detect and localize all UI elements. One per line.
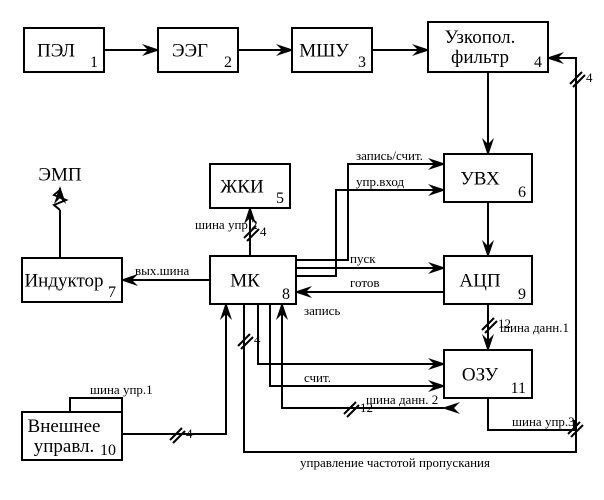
node-n8: МК 8 (210, 256, 296, 304)
edge-label: шина данн.1 (500, 320, 569, 335)
svg-text:4: 4 (586, 70, 593, 85)
node-label: управл. (34, 436, 95, 457)
node-number: 4 (534, 54, 542, 71)
node-n7: Индуктор 7 (22, 258, 122, 302)
svg-text:4: 4 (254, 332, 261, 347)
edge-label: шина упр.1 (90, 382, 153, 397)
node-number: 5 (276, 190, 284, 207)
edge-label: шина упр.3 (512, 414, 575, 429)
node-label: ЖКИ (220, 177, 264, 198)
node-label: МК (230, 271, 260, 292)
node-number: 6 (518, 184, 526, 201)
edge-label: счит. (304, 370, 331, 385)
node-number: 9 (518, 286, 526, 303)
node-number: 7 (108, 284, 116, 301)
svg-text:4: 4 (260, 224, 267, 239)
node-label: Внешнее (28, 416, 101, 437)
node-label: ЭЭГ (172, 41, 208, 62)
node-label: ОЗУ (462, 365, 499, 386)
node-label: Индуктор (24, 271, 103, 292)
edge-label: запись/счит. (356, 148, 423, 163)
svg-text:4: 4 (186, 426, 193, 441)
edge-label: упр.вход (356, 174, 404, 189)
edge-label: вых.шина (135, 263, 190, 278)
node-emp: ЭМП (38, 165, 81, 186)
edge-label: управление частотой пропускания (300, 455, 490, 470)
node-n3: МШУ 3 (292, 28, 372, 72)
node-n5: ЖКИ 5 (210, 164, 290, 208)
edge-label: запись (304, 303, 340, 318)
node-label: ПЭЛ (37, 41, 75, 62)
node-n6: УВХ 6 (444, 154, 532, 202)
node-number: 11 (511, 380, 526, 397)
node-label: МШУ (299, 41, 349, 62)
node-n11: ОЗУ 11 (444, 350, 532, 398)
node-n10: Внешнееуправл. 10 (22, 412, 122, 460)
edge-e14 (122, 304, 226, 434)
edge-e15 (258, 304, 444, 364)
node-number: 10 (100, 442, 116, 459)
node-n2: ЭЭГ 2 (158, 28, 238, 72)
edge-label: шина данн. 2 (366, 392, 438, 407)
node-number: 3 (358, 54, 366, 71)
edge-label: шина упр.2 (195, 217, 258, 232)
node-number: 8 (282, 286, 290, 303)
node-label: УВХ (460, 169, 500, 190)
node-label: ЭМП (38, 165, 81, 186)
node-n9: АЦП 9 (444, 256, 532, 304)
edge-label: готов (350, 275, 380, 290)
edge-e16 (270, 304, 444, 386)
node-number: 1 (90, 54, 98, 71)
node-label: фильтр (451, 47, 509, 68)
node-n4: Узкопол.фильтр 4 (428, 22, 548, 72)
node-label: Узкопол. (445, 27, 516, 48)
edge-label: пуск (350, 251, 376, 266)
block-diagram: 1 2 шина данн.1 пуск готов запись/счит. упр.вх… (0, 0, 604, 500)
node-label: АЦП (459, 271, 500, 292)
node-number: 2 (224, 54, 232, 71)
node-n1: ПЭЛ 1 (24, 28, 104, 72)
